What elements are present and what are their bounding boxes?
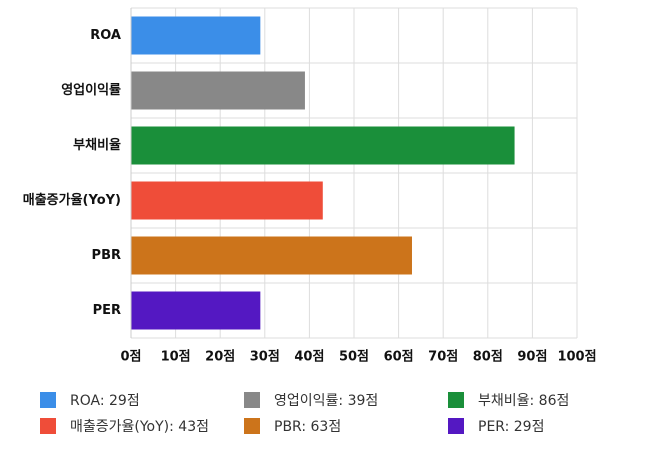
legend-swatch [244,418,260,434]
bars [131,16,515,330]
category-label: PER [93,303,121,318]
legend-label: PBR: 63점 [274,419,342,435]
x-tick-label: 0점 [120,350,141,365]
bar[interactable] [131,16,261,55]
legend-item-per[interactable]: PER: 29점 [448,416,544,436]
bar[interactable] [131,71,305,110]
x-tick-label: 80점 [473,350,503,365]
legend-item-roa[interactable]: ROA: 29점 [40,390,140,410]
x-tick-label: 100점 [557,350,596,365]
bar[interactable] [131,181,323,220]
bar[interactable] [131,126,515,165]
legend-item-revenue-growth[interactable]: 매출증가율(YoY): 43점 [40,416,209,436]
x-tick-label: 60점 [384,350,414,365]
legend-swatch [448,392,464,408]
legend-label: 매출증가율(YoY): 43점 [70,419,209,435]
legend-item-pbr[interactable]: PBR: 63점 [244,416,341,436]
x-tick-label: 10점 [161,350,191,365]
bar[interactable] [131,236,412,275]
legend-label: 영업이익률: 39점 [274,393,379,409]
category-label: 매출증가율(YoY) [23,192,121,208]
legend-swatch [448,418,464,434]
category-label: 영업이익률 [61,82,121,98]
x-tick-label: 50점 [339,350,369,365]
grid [130,7,578,339]
category-label: PBR [92,248,121,263]
x-tick-labels: 0점 10점 20점 30점 40점 50점 60점 70점 80점 90점 100점 [120,350,596,365]
legend-item-operating-margin[interactable]: 영업이익률: 39점 [244,390,378,410]
x-tick-label: 40점 [294,350,324,365]
x-tick-label: 70점 [428,350,458,365]
legend-label: PER: 29점 [478,419,545,435]
category-label: ROA [90,28,121,43]
category-label: 부채비율 [73,137,121,153]
legend-label: 부채비율: 86점 [478,393,570,409]
legend-swatch [244,392,260,408]
x-tick-label: 90점 [517,350,547,365]
legend-swatch [40,392,56,408]
legend-item-debt-ratio[interactable]: 부채비율: 86점 [448,390,569,410]
bar[interactable] [131,291,261,330]
legend-swatch [40,418,56,434]
legend-label: ROA: 29점 [70,393,140,409]
x-tick-label: 20점 [205,350,235,365]
x-tick-label: 30점 [250,350,280,365]
